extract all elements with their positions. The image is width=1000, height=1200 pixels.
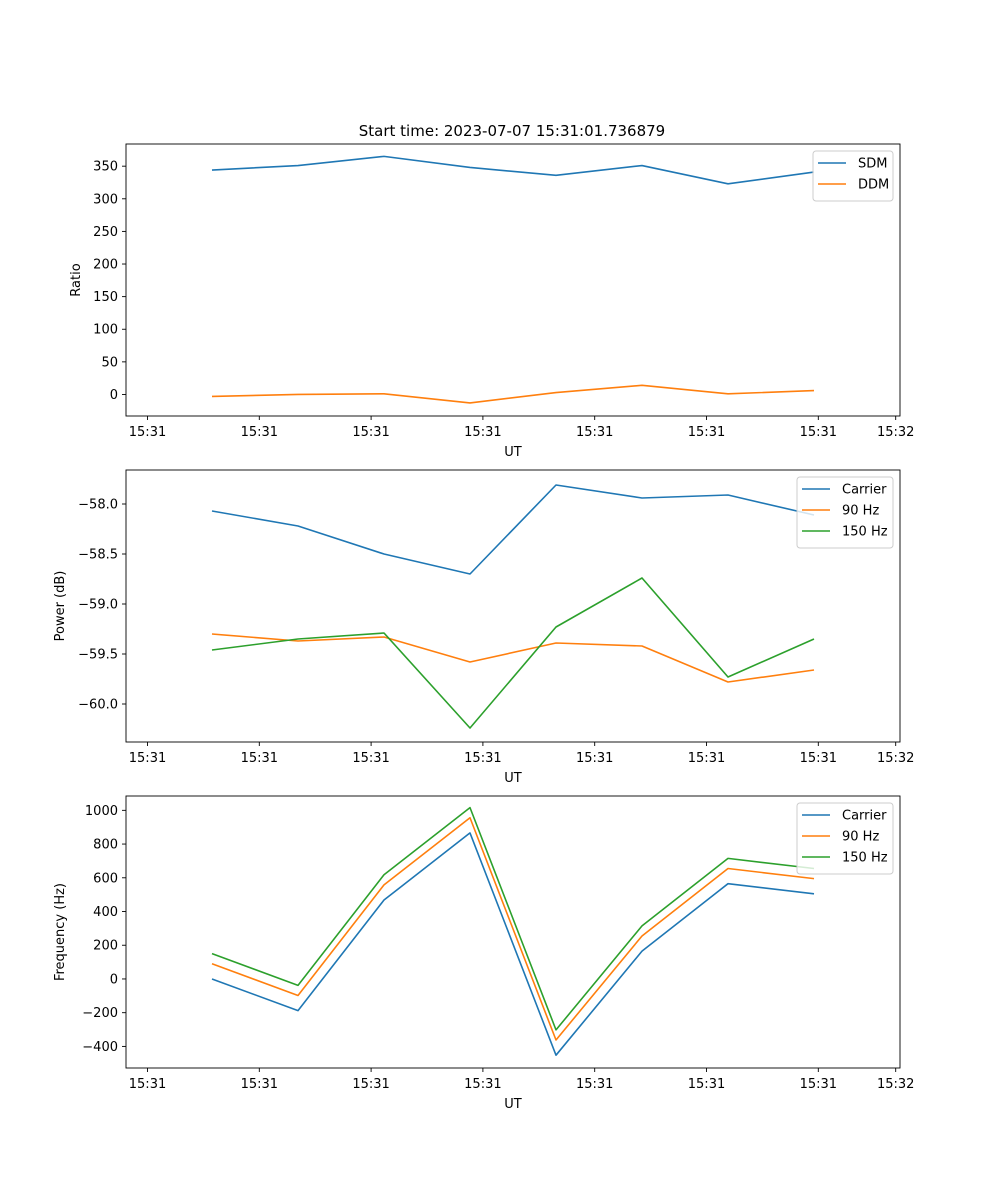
chart-2: −60.0 −59.5 −59.0 −58.5 −58.0 15:31 15:31 15:31… xyxy=(53,469,914,786)
y-tick-label: 300 xyxy=(93,192,118,207)
y-tick-label: 50 xyxy=(101,355,118,370)
y-tick-label: −59.5 xyxy=(78,648,118,663)
x-tick-label: 15:31 xyxy=(688,1077,725,1092)
x-tick-label: 15:31 xyxy=(129,751,166,766)
legend-label: 150 Hz xyxy=(842,851,888,866)
y-tick-label: 200 xyxy=(93,939,118,954)
legend-label: Carrier xyxy=(842,483,887,498)
axes-frame xyxy=(125,795,901,1069)
x-axis-label: UT xyxy=(504,771,522,786)
x-tick-label: 15:31 xyxy=(576,425,613,440)
x-tick-label: 15:32 xyxy=(877,1077,914,1092)
legend-label: 90 Hz xyxy=(842,504,879,519)
x-tick-label: 15:31 xyxy=(352,751,389,766)
legend: SDM DDM xyxy=(812,150,894,202)
y-tick-label: −58.5 xyxy=(78,548,118,563)
series-line-90-hz xyxy=(211,633,815,683)
y-axis-label: Frequency (Hz) xyxy=(53,883,68,981)
x-tick-label: 15:31 xyxy=(800,425,837,440)
legend: Carrier 90 Hz 150 Hz xyxy=(796,802,894,875)
y-tick-label: 600 xyxy=(93,871,118,886)
series-line-carrier xyxy=(211,832,815,1056)
y-axis-label: Ratio xyxy=(69,263,84,296)
series-line-carrier xyxy=(211,484,815,575)
y-tick-label: 400 xyxy=(93,905,118,920)
x-tick-label: 15:31 xyxy=(464,1077,501,1092)
y-tick-label: 100 xyxy=(93,323,118,338)
y-tick-label: 150 xyxy=(93,290,118,305)
legend-label: Carrier xyxy=(842,809,887,824)
x-tick-label: 15:31 xyxy=(129,425,166,440)
y-tick-label: −58.0 xyxy=(78,498,118,513)
y-tick-label: 800 xyxy=(93,838,118,853)
y-tick-label: −60.0 xyxy=(78,698,118,713)
legend-label: 90 Hz xyxy=(842,830,879,845)
series-line-sdm xyxy=(211,155,815,185)
x-tick-label: 15:31 xyxy=(241,1077,278,1092)
x-axis-label: UT xyxy=(504,1097,522,1112)
x-tick-label: 15:31 xyxy=(800,751,837,766)
y-tick-label: 200 xyxy=(93,258,118,273)
series-line-150-hz xyxy=(211,806,815,1031)
y-tick-label: 0 xyxy=(110,972,118,987)
x-tick-label: 15:31 xyxy=(576,1077,613,1092)
y-tick-label: 0 xyxy=(110,388,118,403)
x-tick-label: 15:31 xyxy=(688,751,725,766)
series-line-90-hz xyxy=(211,816,815,1041)
x-tick-label: 15:31 xyxy=(688,425,725,440)
x-tick-label: 15:31 xyxy=(464,751,501,766)
series-line-150-hz xyxy=(211,577,815,729)
legend-label: SDM xyxy=(858,157,887,172)
x-tick-label: 15:31 xyxy=(464,425,501,440)
x-tick-label: 15:32 xyxy=(877,751,914,766)
x-axis-label: UT xyxy=(504,445,522,460)
x-tick-label: 15:32 xyxy=(877,425,914,440)
y-tick-label: 350 xyxy=(93,160,118,175)
legend-label: DDM xyxy=(858,178,889,193)
x-tick-label: 15:31 xyxy=(352,1077,389,1092)
figure-title: Start time: 2023-07-07 15:31:01.736879 xyxy=(359,122,665,140)
x-tick-label: 15:31 xyxy=(352,425,389,440)
y-tick-label: −59.0 xyxy=(78,598,118,613)
x-tick-label: 15:31 xyxy=(241,751,278,766)
x-tick-label: 15:31 xyxy=(129,1077,166,1092)
legend: Carrier 90 Hz 150 Hz xyxy=(796,476,894,549)
legend-label: 150 Hz xyxy=(842,525,888,540)
y-tick-label: −400 xyxy=(82,1040,118,1055)
x-tick-label: 15:31 xyxy=(576,751,613,766)
chart-3: −400 −200 0 200 400 600 800 1000 15:31 15:31 15:31… xyxy=(53,795,914,1112)
chart-1: 0 50 100 150 200 250 300 350 15:31 15:31 15:31 15:3… xyxy=(69,143,914,460)
y-axis-label: Power (dB) xyxy=(53,571,68,642)
series-line-ddm xyxy=(211,384,815,404)
x-tick-label: 15:31 xyxy=(800,1077,837,1092)
y-tick-label: 250 xyxy=(93,225,118,240)
y-tick-label: −200 xyxy=(82,1006,118,1021)
y-tick-label: 1000 xyxy=(85,804,118,819)
axes-frame xyxy=(125,469,901,743)
x-tick-label: 15:31 xyxy=(241,425,278,440)
axes-frame xyxy=(125,143,901,417)
